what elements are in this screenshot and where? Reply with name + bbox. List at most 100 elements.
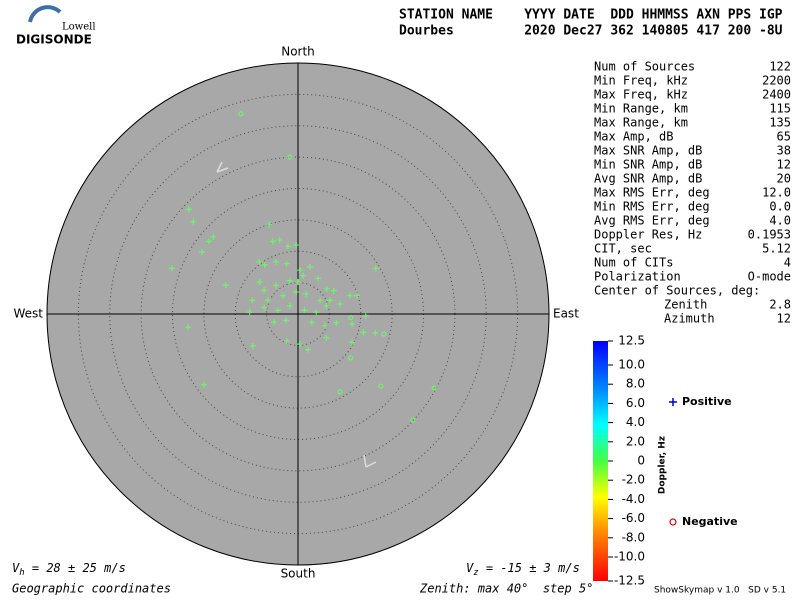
- source-point: [200, 381, 207, 388]
- legend-label: Positive: [682, 395, 732, 408]
- colorbar: [593, 341, 608, 581]
- source-point: [284, 243, 291, 250]
- glyph: [216, 161, 229, 173]
- source-point: [264, 297, 271, 304]
- source-point: [293, 289, 300, 296]
- source-point: [286, 277, 293, 284]
- stat-label: Max Range, km: [594, 116, 688, 130]
- direction: East: [553, 307, 579, 321]
- stat-value: 65: [777, 130, 791, 144]
- source-point: [261, 262, 268, 269]
- colorbar-tick-label: 12.5: [618, 334, 645, 348]
- source-point: [190, 218, 197, 225]
- source-point: [295, 278, 301, 285]
- source-point: [372, 265, 379, 272]
- stats-table: Num of Sources 122 Min Freq, kHz 2200 Max Fr…: [594, 60, 791, 326]
- source-point: [256, 278, 263, 285]
- source-point: [333, 319, 340, 326]
- colorbar-tick-label: 4.0: [626, 415, 645, 429]
- source-point: [210, 233, 217, 240]
- source-point: [249, 343, 256, 350]
- colorbar-tick-label: 6.0: [626, 396, 645, 410]
- stat-value: 0.1953: [748, 228, 791, 242]
- stat-label: CIT, sec: [594, 242, 652, 256]
- stat-value: 135: [769, 116, 791, 130]
- stat-label: Center of Sources, deg:: [594, 284, 760, 298]
- source-point: [308, 319, 315, 326]
- stat-label: Max SNR Amp, dB: [594, 144, 702, 158]
- stat-label: Avg RMS Err, deg: [594, 214, 710, 228]
- source-point: [246, 309, 253, 316]
- stat-value: 115: [769, 102, 791, 116]
- source-point: [305, 346, 312, 353]
- plot: North South West East: [13, 45, 579, 581]
- source-point: [353, 292, 360, 299]
- stat-value: 4: [784, 256, 791, 270]
- header-line: Dourbes 2020 Dec27 362 140805 417 200 -8…: [399, 24, 783, 39]
- source-point: [273, 258, 280, 265]
- stat-label: Num of CITs: [594, 256, 673, 270]
- source-point: [168, 265, 175, 272]
- source-point: [276, 236, 283, 243]
- stat-label: Azimuth: [664, 312, 715, 326]
- stat-value: 2.8: [769, 298, 791, 312]
- source-point: [381, 331, 387, 337]
- source-point: [185, 206, 192, 213]
- source-point: [249, 297, 256, 304]
- source-point: [222, 282, 229, 289]
- source-point: [296, 341, 303, 348]
- source-point: [261, 287, 268, 294]
- stat-label: Avg SNR Amp, dB: [594, 172, 702, 186]
- source-point: [256, 258, 263, 265]
- stat-value: 5.12: [762, 242, 791, 256]
- stat-value: O-mode: [748, 270, 791, 284]
- colorbar-tick-label: 8.0: [626, 377, 645, 391]
- logo-swoosh: [28, 5, 62, 23]
- stat-label: Zenith: [664, 298, 707, 312]
- stat-label: Num of Sources: [594, 60, 695, 74]
- source-point: [198, 248, 205, 255]
- source-point: [431, 385, 437, 391]
- colorbar-tick-label: -10.0: [614, 550, 645, 564]
- source-point: [323, 334, 330, 341]
- source-point: [286, 302, 293, 309]
- stat-label: Polarization: [594, 270, 681, 284]
- stat-value: 38: [777, 144, 791, 158]
- source-point: [287, 154, 293, 160]
- logo-top: Lowell: [62, 22, 96, 33]
- source-point: [271, 319, 278, 326]
- colorbar-tick-label: -6.0: [622, 511, 645, 525]
- source-point: [337, 389, 343, 395]
- source-point: [378, 383, 384, 389]
- colorbar-tick-label: -12.5: [614, 574, 645, 588]
- colorbar-tick-label: -2.0: [622, 473, 645, 487]
- stat-label: Max RMS Err, deg: [594, 186, 710, 200]
- source-point: [348, 315, 354, 321]
- stat-value: 20: [777, 172, 791, 186]
- legend-symbol: [669, 398, 677, 406]
- stat-value: 0.0: [769, 200, 791, 214]
- stat-value: 12: [777, 158, 791, 172]
- vh: Vh = 28 ± 25 m/s: [12, 561, 126, 578]
- colorbar-tick-label: 0: [637, 454, 645, 468]
- source-point: [410, 417, 416, 423]
- legend-symbol: [669, 518, 677, 526]
- stat-label: Doppler Res, Hz: [594, 228, 702, 242]
- source-point: [283, 317, 290, 324]
- stat-value: 12: [777, 312, 791, 326]
- source-point: [296, 267, 303, 274]
- stat-value: 12.0: [762, 186, 791, 200]
- colorbar-tick-label: 10.0: [618, 358, 645, 372]
- source-point: [327, 297, 334, 304]
- logo-bottom: DIGISONDE: [16, 33, 92, 47]
- source-point: [205, 238, 212, 245]
- source-point: [266, 221, 273, 228]
- source-point: [323, 285, 330, 292]
- source-point: [301, 307, 308, 314]
- source-point: [238, 111, 244, 117]
- source-point: [300, 272, 307, 279]
- legend-label: Negative: [682, 515, 738, 528]
- source-point: [261, 304, 268, 311]
- stat-label: Max Freq, kHz: [594, 88, 688, 102]
